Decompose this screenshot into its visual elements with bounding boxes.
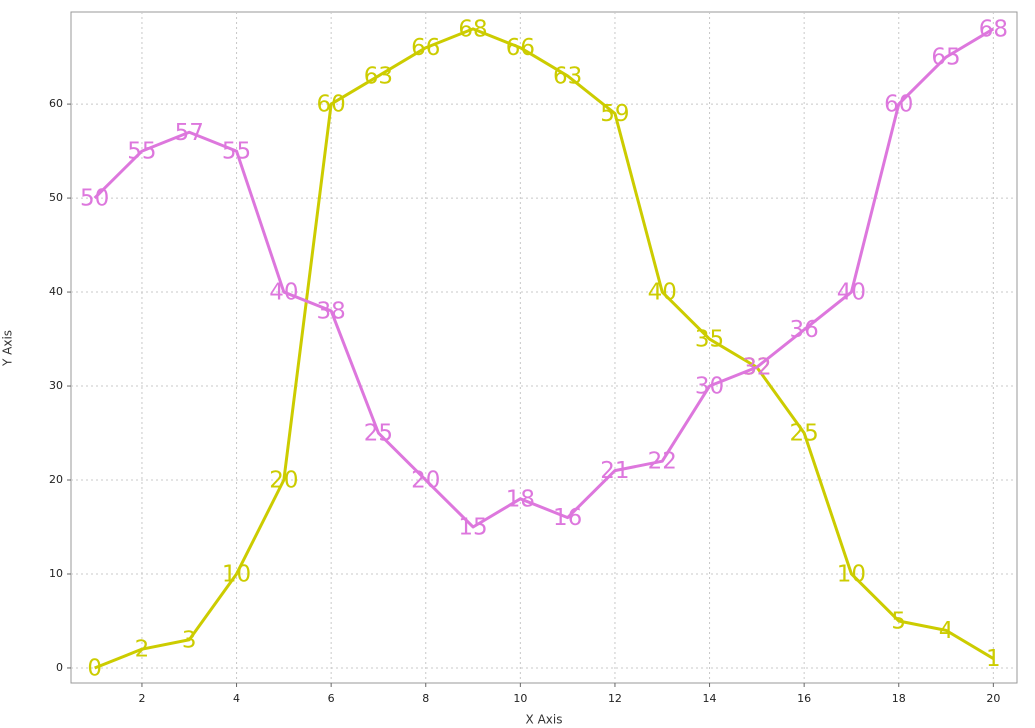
data-label: 40 — [648, 280, 677, 306]
data-label: 22 — [648, 449, 677, 475]
data-label: 20 — [269, 468, 298, 494]
x-tick-label: 2 — [138, 692, 145, 705]
data-label: 63 — [553, 63, 582, 89]
y-tick-label: 40 — [49, 285, 63, 298]
data-label: 16 — [553, 505, 582, 531]
data-label: 18 — [506, 486, 535, 512]
data-label: 25 — [364, 421, 393, 447]
series-line — [93, 27, 995, 529]
x-tick-label: 8 — [422, 692, 429, 705]
data-label: 65 — [931, 45, 960, 71]
data-label: 10 — [837, 561, 866, 587]
data-label: 66 — [506, 35, 535, 61]
data-label: 5 — [891, 608, 906, 634]
x-tick-label: 14 — [703, 692, 717, 705]
data-label: 4 — [939, 618, 954, 644]
data-label: 60 — [884, 92, 913, 118]
data-label: 59 — [600, 101, 629, 127]
data-label: 15 — [458, 514, 487, 540]
data-label: 25 — [790, 421, 819, 447]
y-tick-label: 10 — [49, 567, 63, 580]
data-label: 35 — [695, 327, 724, 353]
y-tick-label: 20 — [49, 473, 63, 486]
series-line — [94, 27, 995, 670]
data-label: 38 — [317, 298, 346, 324]
data-label: 68 — [458, 16, 487, 42]
y-tick-label: 60 — [49, 97, 63, 110]
x-tick-label: 4 — [233, 692, 240, 705]
data-label: 60 — [317, 92, 346, 118]
x-tick-label: 16 — [797, 692, 811, 705]
data-label: 1 — [986, 646, 1001, 672]
data-label: 36 — [790, 317, 819, 343]
x-tick-label: 20 — [986, 692, 1000, 705]
data-label: 50 — [80, 186, 109, 212]
data-label: 55 — [127, 139, 156, 165]
data-label: 57 — [175, 120, 204, 146]
data-label: 55 — [222, 139, 251, 165]
plot-area — [70, 11, 1018, 684]
data-label: 63 — [364, 63, 393, 89]
x-axis-title: X Axis — [526, 713, 563, 727]
y-axis-title: Y Axis — [1, 330, 15, 367]
data-label: 20 — [411, 468, 440, 494]
data-label: 30 — [695, 374, 724, 400]
data-label: 0 — [87, 655, 102, 681]
data-label: 10 — [222, 561, 251, 587]
data-label: 40 — [269, 280, 298, 306]
y-tick-label: 0 — [56, 661, 63, 674]
data-label: 66 — [411, 35, 440, 61]
data-label: 3 — [182, 627, 197, 653]
x-tick-label: 12 — [608, 692, 622, 705]
data-label: 21 — [600, 458, 629, 484]
y-tick-label: 50 — [49, 191, 63, 204]
data-label: 40 — [837, 280, 866, 306]
data-label: 68 — [979, 16, 1008, 42]
data-label: 2 — [135, 637, 150, 663]
x-tick-label: 10 — [513, 692, 527, 705]
data-label: 32 — [742, 355, 771, 381]
x-tick-label: 6 — [328, 692, 335, 705]
y-tick-label: 30 — [49, 379, 63, 392]
x-tick-label: 18 — [892, 692, 906, 705]
